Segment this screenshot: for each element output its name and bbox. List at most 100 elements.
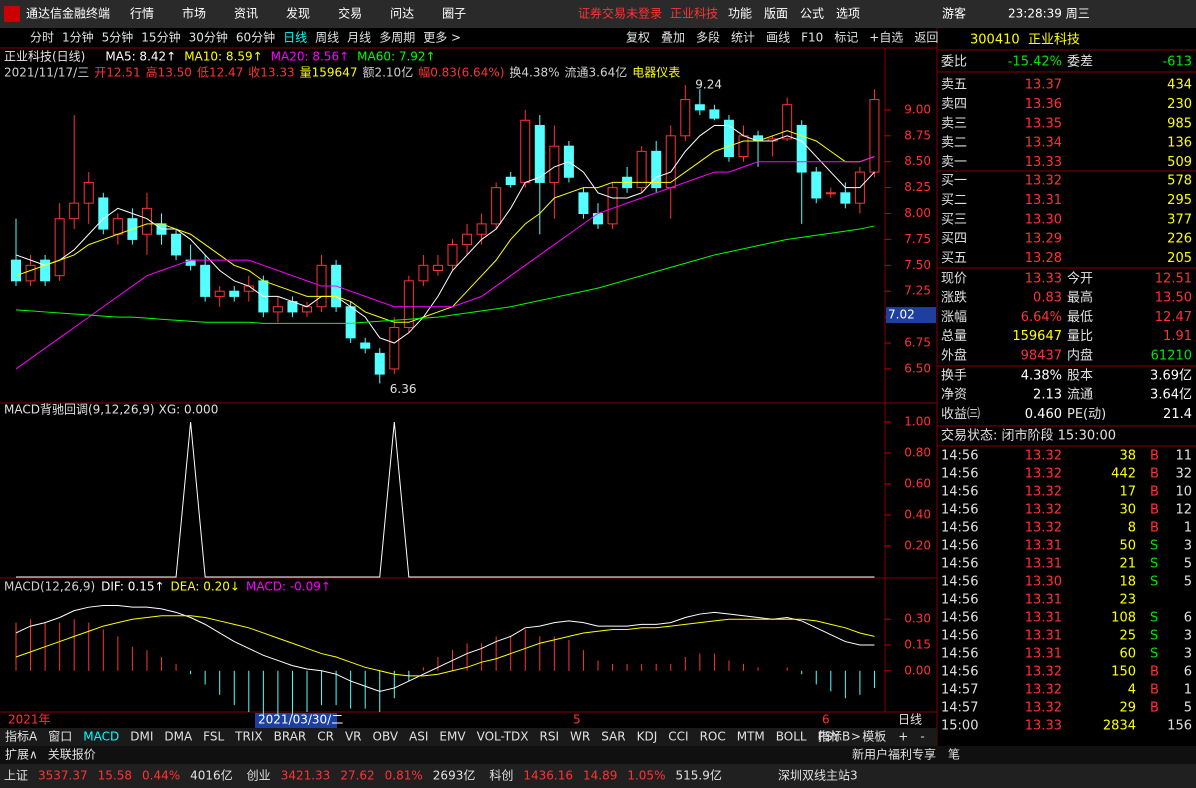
indicator-tab[interactable]: MACD [83, 730, 119, 744]
indicator-tab[interactable]: KDJ [637, 730, 658, 744]
trade-side: S [1150, 647, 1158, 662]
candle-body [171, 233, 182, 256]
period-label: 日线 [898, 713, 922, 727]
indicator-tab[interactable]: 指标A [5, 729, 38, 744]
tool-button[interactable]: 复权 [626, 31, 650, 45]
indicator-tab[interactable]: CR [317, 730, 334, 744]
menu-item[interactable]: 市场 [182, 6, 206, 21]
indicator-tab[interactable]: + [898, 730, 908, 744]
indicator-tab[interactable]: EMV [439, 730, 466, 744]
tool-button[interactable]: F10 [801, 31, 823, 45]
period-tab[interactable]: 分时 [30, 31, 54, 45]
trade-time: 14:56 [941, 467, 978, 482]
trade-price: 13.31 [1025, 557, 1062, 572]
indicator-tab[interactable]: > [851, 730, 861, 744]
login-notice[interactable]: 证券交易未登录 [578, 6, 662, 21]
period-tab[interactable]: 月线 [347, 31, 371, 45]
period-tab[interactable]: 周线 [315, 31, 339, 45]
period-tab[interactable]: 1分钟 [62, 30, 94, 45]
tool-button[interactable]: 多段 [696, 30, 720, 45]
indicator-tab[interactable]: DMI [130, 730, 153, 744]
menu-item[interactable]: 发现 [286, 6, 310, 21]
indicator-tab[interactable]: OBV [373, 730, 399, 744]
trade-side: B [1150, 503, 1159, 518]
indicator-tab[interactable]: 窗口 [48, 730, 72, 744]
indicator-tab[interactable]: DMA [164, 730, 193, 744]
period-tab[interactable]: 60分钟 [236, 30, 275, 45]
candle-body [98, 197, 109, 230]
indicator-tab[interactable]: FSL [203, 730, 224, 744]
high-label: 9.24 [695, 78, 722, 92]
index-item: 3421.33 [281, 769, 331, 783]
menu-item[interactable]: 选项 [836, 7, 860, 21]
clock: 23:28:39 周三 [1008, 7, 1090, 21]
trade-time: 14:57 [941, 701, 978, 716]
indicator-tab[interactable]: BRAR [274, 730, 307, 744]
indicator-tab[interactable]: WR [570, 730, 590, 744]
tool-button[interactable]: 返回 [914, 31, 938, 45]
info-item: 开12.51 [94, 66, 140, 80]
trade-vol: 60 [1119, 647, 1136, 662]
promo[interactable]: 笔 [948, 747, 960, 762]
info-item: 量159647 [300, 66, 358, 80]
menu-item[interactable]: 功能 [728, 7, 752, 21]
trade-price: 13.32 [1025, 467, 1062, 482]
indicator-tab[interactable]: BOLL [776, 730, 807, 744]
candle-body [25, 264, 36, 282]
indicator-tab[interactable]: 模板 [862, 730, 886, 744]
candle-body [491, 187, 502, 225]
trade-side: B [1150, 701, 1159, 716]
book-label: 卖五 [941, 78, 967, 93]
tool-button[interactable]: 叠加 [661, 31, 685, 45]
stock-link[interactable]: 正业科技 [670, 7, 718, 21]
menu-item[interactable]: 公式 [800, 7, 824, 21]
menu-item[interactable]: 问达 [390, 7, 414, 21]
tool-button[interactable]: +自选 [869, 31, 903, 45]
period-tab[interactable]: 30分钟 [189, 30, 228, 45]
tool-button[interactable]: 统计 [731, 31, 755, 45]
trade-count: 12 [1175, 503, 1192, 518]
indicator-tab[interactable]: CCI [668, 730, 688, 744]
date-label: 5 [573, 713, 581, 727]
stat-value: 13.50 [1155, 291, 1192, 306]
promo[interactable]: 新用户福利专享 [852, 747, 936, 762]
candle-body [83, 181, 94, 204]
indicator-tab[interactable]: RSI [540, 730, 560, 744]
indicator-tab[interactable]: VOL-TDX [477, 730, 529, 744]
menu-item[interactable]: 资讯 [234, 7, 258, 21]
period-tab[interactable]: 日线 [283, 31, 307, 45]
indicator-tab[interactable]: ROC [700, 730, 726, 744]
menu-item[interactable]: 行情 [130, 7, 154, 21]
trade-time: 14:56 [941, 503, 978, 518]
indicator-tab[interactable]: VR [345, 730, 362, 744]
indicator-tab[interactable]: PSY [818, 730, 841, 744]
tool-button[interactable]: 标记 [834, 31, 858, 45]
trade-vol: 150 [1111, 665, 1136, 680]
ma-label: MA5: 8.42↑ [105, 50, 176, 64]
menu-item[interactable]: 圈子 [442, 7, 466, 21]
indicator-tab[interactable]: MTM [737, 730, 765, 744]
menu-item[interactable]: 交易 [338, 6, 362, 21]
indicator-tab[interactable]: 指标B [818, 729, 850, 744]
period-tab[interactable]: 5分钟 [102, 30, 134, 45]
trade-price: 13.32 [1025, 521, 1062, 536]
period-tab[interactable]: 更多 > [423, 31, 461, 45]
ext-tab[interactable]: 扩展∧ [5, 748, 38, 762]
indicator-tab[interactable]: TRIX [234, 730, 262, 744]
info-item: 高13.50 [146, 65, 192, 80]
wc-value: -613 [1162, 55, 1192, 70]
period-tab[interactable]: 多周期 [379, 31, 415, 45]
ext-tab[interactable]: 关联报价 [48, 747, 96, 762]
tool-button[interactable]: 画线 [766, 31, 790, 45]
y-tick-label: 1.00 [904, 415, 931, 429]
candle-body [200, 264, 211, 297]
candle-body [869, 99, 880, 173]
indicator-tab[interactable]: - [920, 730, 924, 744]
indicator-tab[interactable]: ASI [409, 730, 428, 744]
indicator-tab[interactable]: SAR [601, 730, 625, 744]
trade-vol: 2834 [1103, 719, 1136, 734]
period-tab[interactable]: 15分钟 [141, 30, 180, 45]
trade-side: B [1150, 683, 1159, 698]
menu-item[interactable]: 版面 [764, 7, 788, 21]
